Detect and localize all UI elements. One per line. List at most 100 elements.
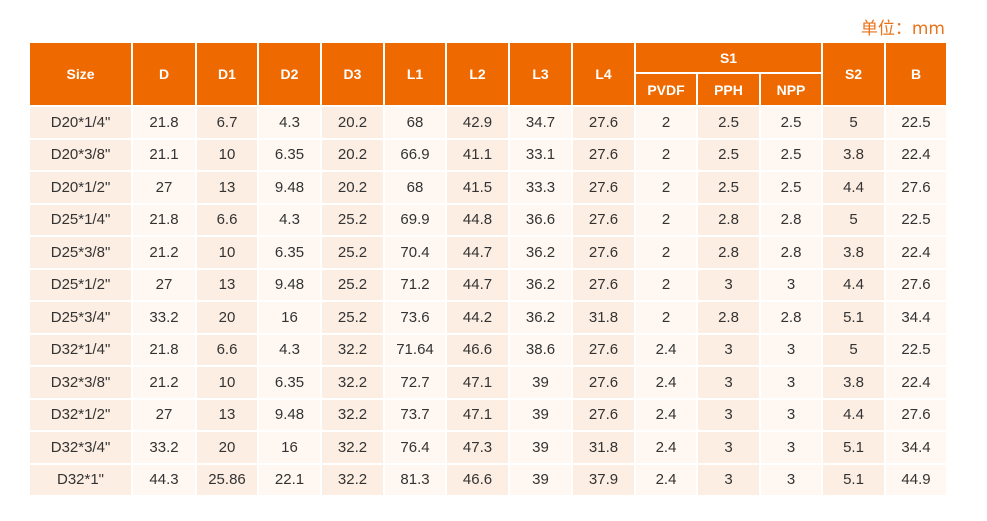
- table-row: D25*3/8" 21.2 10 6.35 25.2 70.4 44.7 36.2 27.6 2 2…: [28, 235, 948, 270]
- value-cell: 32.2: [320, 462, 385, 497]
- value-cell: 44.2: [445, 300, 510, 335]
- value-cell: 4.4: [821, 397, 886, 432]
- value-cell: 2.8: [696, 235, 761, 270]
- size-cell: D25*1/4": [28, 202, 133, 237]
- value-cell: 41.5: [445, 170, 510, 205]
- size-cell: D32*1/4": [28, 332, 133, 367]
- value-cell: 27.6: [571, 105, 636, 140]
- value-cell: 33.2: [131, 430, 197, 465]
- header-s1: S1: [634, 41, 823, 74]
- value-cell: 2.5: [759, 137, 823, 172]
- value-cell: 42.9: [445, 105, 510, 140]
- value-cell: 70.4: [383, 235, 447, 270]
- value-cell: 22.5: [884, 202, 948, 237]
- value-cell: 27.6: [884, 170, 948, 205]
- size-cell: D32*1/2": [28, 397, 133, 432]
- table-row: D32*1/2" 27 13 9.48 32.2 73.7 47.1 39 27.6 2.4 3 3 4…: [28, 397, 948, 432]
- size-cell: D32*3/8": [28, 365, 133, 400]
- value-cell: 36.2: [508, 300, 573, 335]
- header-pvdf: PVDF: [634, 72, 698, 107]
- value-cell: 5: [821, 105, 886, 140]
- table-row: D20*1/4" 21.8 6.7 4.3 20.2 68 42.9 34.7 27.6 2 2.5…: [28, 105, 948, 140]
- table-body: D20*1/4" 21.8 6.7 4.3 20.2 68 42.9 34.7 27.6 2 2.5…: [28, 105, 948, 497]
- table-row: D32*3/4" 33.2 20 16 32.2 76.4 47.3 39 31.8 2.4 3 3 5…: [28, 430, 948, 465]
- value-cell: 6.6: [195, 202, 259, 237]
- value-cell: 34.4: [884, 300, 948, 335]
- value-cell: 44.7: [445, 235, 510, 270]
- value-cell: 33.2: [131, 300, 197, 335]
- value-cell: 3.8: [821, 235, 886, 270]
- value-cell: 13: [195, 397, 259, 432]
- value-cell: 73.6: [383, 300, 447, 335]
- value-cell: 5: [821, 332, 886, 367]
- table-row: D25*3/4" 33.2 20 16 25.2 73.6 44.2 36.2 31.8 2 2.8…: [28, 300, 948, 335]
- value-cell: 32.2: [320, 365, 385, 400]
- header-pph: PPH: [696, 72, 761, 107]
- value-cell: 2: [634, 267, 698, 302]
- value-cell: 21.8: [131, 332, 197, 367]
- value-cell: 2.4: [634, 332, 698, 367]
- value-cell: 10: [195, 137, 259, 172]
- unit-label: 单位：mm: [860, 19, 945, 39]
- value-cell: 27: [131, 170, 197, 205]
- header-b: B: [884, 41, 948, 107]
- value-cell: 21.8: [131, 202, 197, 237]
- value-cell: 2.8: [759, 235, 823, 270]
- value-cell: 9.48: [257, 170, 322, 205]
- header-l1: L1: [383, 41, 447, 107]
- value-cell: 27.6: [571, 267, 636, 302]
- value-cell: 3: [696, 462, 761, 497]
- value-cell: 2.4: [634, 397, 698, 432]
- value-cell: 38.6: [508, 332, 573, 367]
- value-cell: 39: [508, 462, 573, 497]
- value-cell: 21.8: [131, 105, 197, 140]
- value-cell: 27.6: [884, 267, 948, 302]
- value-cell: 20: [195, 430, 259, 465]
- value-cell: 22.5: [884, 332, 948, 367]
- value-cell: 27.6: [884, 397, 948, 432]
- value-cell: 2: [634, 105, 698, 140]
- value-cell: 68: [383, 170, 447, 205]
- value-cell: 27.6: [571, 235, 636, 270]
- value-cell: 4.3: [257, 202, 322, 237]
- value-cell: 44.8: [445, 202, 510, 237]
- value-cell: 22.4: [884, 365, 948, 400]
- header-s2: S2: [821, 41, 886, 107]
- value-cell: 27.6: [571, 365, 636, 400]
- value-cell: 20: [195, 300, 259, 335]
- value-cell: 3: [696, 267, 761, 302]
- value-cell: 13: [195, 267, 259, 302]
- table-row: D32*3/8" 21.2 10 6.35 32.2 72.7 47.1 39 27.6 2.4 3…: [28, 365, 948, 400]
- value-cell: 34.7: [508, 105, 573, 140]
- value-cell: 2.4: [634, 430, 698, 465]
- table-row: D25*1/4" 21.8 6.6 4.3 25.2 69.9 44.8 36.6 27.6 2 2…: [28, 202, 948, 237]
- size-cell: D32*1": [28, 462, 133, 497]
- header-npp: NPP: [759, 72, 823, 107]
- header-l3: L3: [508, 41, 573, 107]
- value-cell: 25.86: [195, 462, 259, 497]
- value-cell: 34.4: [884, 430, 948, 465]
- table-row: D25*1/2" 27 13 9.48 25.2 71.2 44.7 36.2 27.6 2 3 3 4…: [28, 267, 948, 302]
- value-cell: 27.6: [571, 170, 636, 205]
- value-cell: 10: [195, 365, 259, 400]
- value-cell: 25.2: [320, 267, 385, 302]
- size-cell: D32*3/4": [28, 430, 133, 465]
- size-cell: D20*3/8": [28, 137, 133, 172]
- value-cell: 33.3: [508, 170, 573, 205]
- value-cell: 20.2: [320, 170, 385, 205]
- value-cell: 2.4: [634, 462, 698, 497]
- value-cell: 36.6: [508, 202, 573, 237]
- value-cell: 37.9: [571, 462, 636, 497]
- table-row: D20*3/8" 21.1 10 6.35 20.2 66.9 41.1 33.1 27.6 2 2…: [28, 137, 948, 172]
- table-header: Size D D1 D2 D3 L1 L2 L3 L4 S1 S2 B PVDF…: [28, 41, 948, 107]
- value-cell: 2.5: [759, 105, 823, 140]
- value-cell: 9.48: [257, 267, 322, 302]
- header-d: D: [131, 41, 197, 107]
- size-cell: D25*3/8": [28, 235, 133, 270]
- value-cell: 81.3: [383, 462, 447, 497]
- value-cell: 3.8: [821, 365, 886, 400]
- value-cell: 20.2: [320, 105, 385, 140]
- value-cell: 2.8: [696, 202, 761, 237]
- value-cell: 27.6: [571, 332, 636, 367]
- value-cell: 4.4: [821, 170, 886, 205]
